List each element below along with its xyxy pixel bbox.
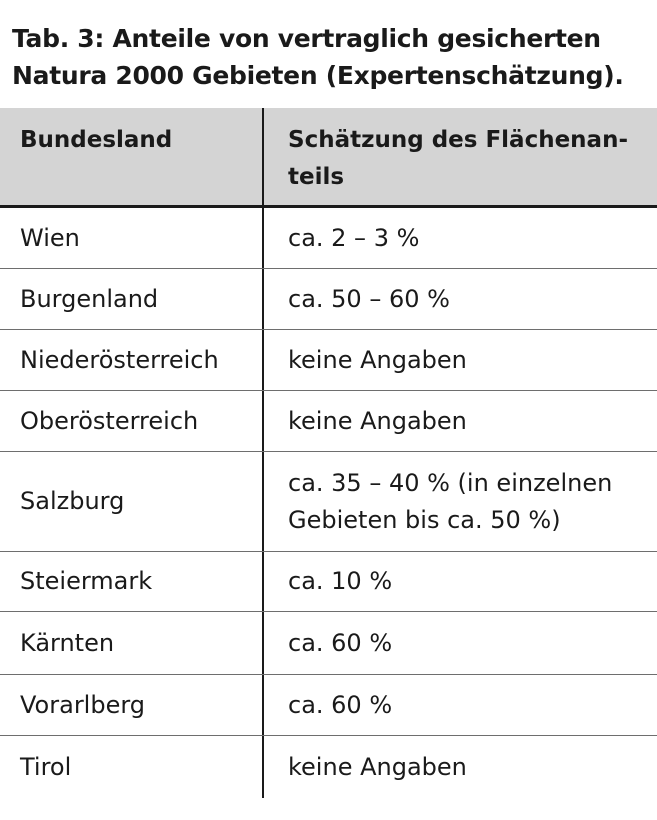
cell-bundesland: Steiermark (0, 552, 264, 611)
table-row: Niederösterreich keine Angaben (0, 330, 657, 391)
cell-bundesland: Salzburg (0, 452, 264, 551)
cell-bundesland: Oberösterreich (0, 391, 264, 451)
caption-line-1: Tab. 3: Anteile von vertraglich gesicher… (12, 24, 601, 53)
table-row: Vorarlberg ca. 60 % (0, 675, 657, 736)
cell-schaetzung-line-2: Gebieten bis ca. 50 %) (288, 505, 561, 534)
cell-bundesland: Vorarlberg (0, 675, 264, 735)
data-table: Bundesland Schätzung des Flächenan- teil… (0, 108, 657, 798)
table-header-row: Bundesland Schätzung des Flächenan- teil… (0, 108, 657, 208)
table-row: Kärnten ca. 60 % (0, 612, 657, 675)
cell-schaetzung: ca. 10 % (288, 567, 393, 595)
cell-schaetzung: keine Angaben (288, 406, 467, 435)
header-schaetzung: Schätzung des Flächenan- teils (264, 108, 657, 205)
cell-schaetzung: ca. 35 – 40 % (in einzelnen Gebieten bis… (264, 452, 657, 551)
cell-bundesland: Burgenland (0, 269, 264, 329)
cell-schaetzung: ca. 60 % (288, 690, 393, 719)
cell-schaetzung-line-1: ca. 35 – 40 % (in einzelnen (288, 468, 613, 497)
cell-bundesland: Niederösterreich (0, 330, 264, 390)
header-schaetzung-line-1: Schätzung des Flächenan- (288, 127, 628, 153)
header-bundesland: Bundesland (0, 108, 264, 205)
cell-bundesland: Kärnten (0, 612, 264, 674)
table-row: Salzburg ca. 35 – 40 % (in einzelnen Geb… (0, 452, 657, 552)
table-row: Oberösterreich keine Angaben (0, 391, 657, 452)
header-schaetzung-line-2: teils (288, 164, 345, 190)
table-row: Burgenland ca. 50 – 60 % (0, 269, 657, 330)
table-row: Wien ca. 2 – 3 % (0, 208, 657, 269)
caption-line-2: Natura 2000 Gebieten (Expertenschätzung)… (12, 61, 624, 90)
cell-bundesland: Wien (0, 208, 264, 268)
table-row: Steiermark ca. 10 % (0, 552, 657, 612)
table-row: Tirol keine Angaben (0, 736, 657, 798)
cell-schaetzung: ca. 2 – 3 % (288, 223, 420, 252)
cell-schaetzung: ca. 60 % (288, 628, 393, 657)
cell-schaetzung: keine Angaben (288, 752, 467, 781)
cell-schaetzung: ca. 50 – 60 % (288, 284, 450, 313)
table-caption: Tab. 3: Anteile von vertraglich gesicher… (12, 20, 652, 94)
cell-bundesland: Tirol (0, 736, 264, 798)
cell-schaetzung: keine Angaben (288, 345, 467, 374)
